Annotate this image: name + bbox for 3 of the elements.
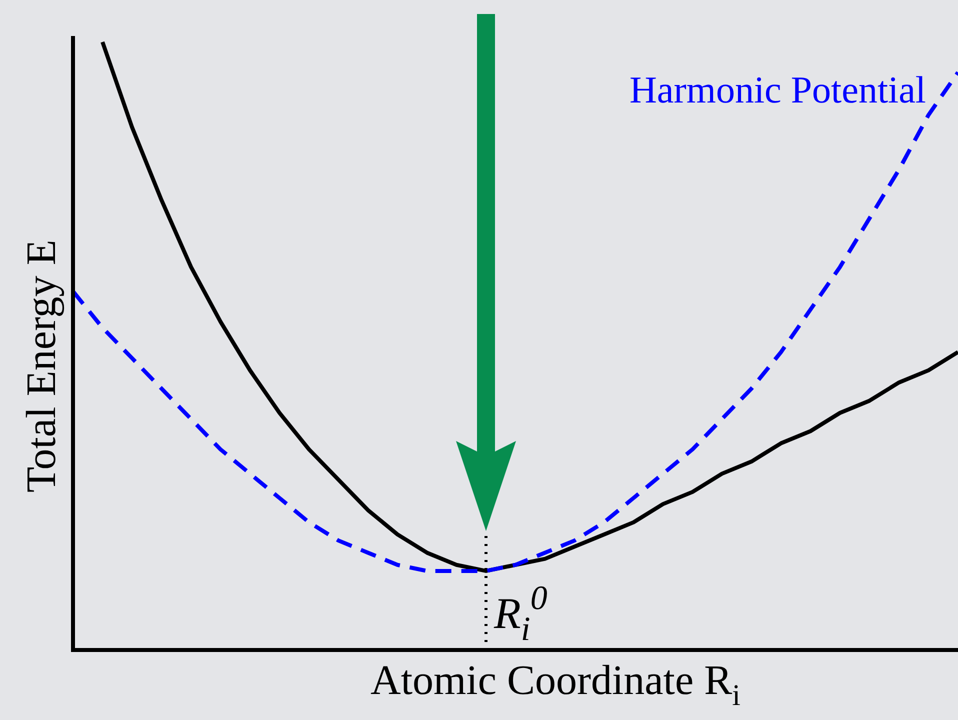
- series-label: Harmonic Potential: [629, 69, 926, 112]
- x-axis-title: Atomic Coordinate R$_{i}$: [370, 658, 740, 712]
- y-axis-title: Total Energy E: [19, 240, 65, 492]
